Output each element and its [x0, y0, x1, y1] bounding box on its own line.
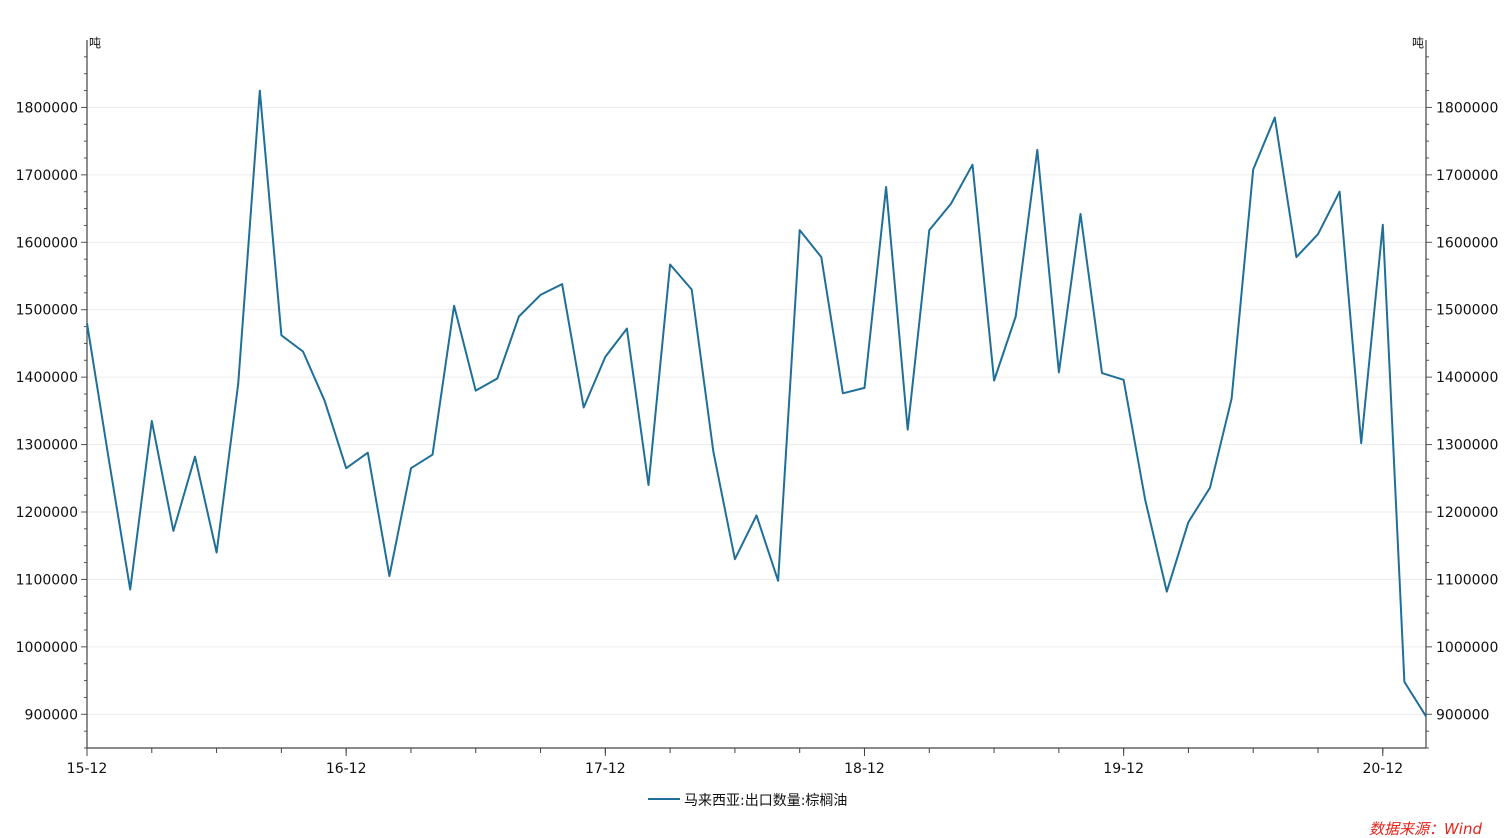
y-tick-label-right: 1500000	[1436, 303, 1498, 319]
right-y-unit: 吨	[1412, 36, 1424, 50]
y-tick-label-right: 900000	[1436, 707, 1489, 723]
y-tick-label-left: 1300000	[16, 438, 78, 454]
left-y-unit: 吨	[89, 36, 101, 50]
series-line-group	[86, 89, 1427, 717]
left-y-tick-labels: 900000 1000000 1100000 1200000 1300000 140000…	[16, 100, 78, 723]
x-tick-label: 18-12	[844, 761, 885, 777]
y-tick-label-right: 1100000	[1436, 572, 1498, 588]
y-tick-label-right: 1700000	[1436, 168, 1498, 184]
y-tick-label-right: 1200000	[1436, 505, 1498, 521]
x-tick-label: 15-12	[67, 761, 108, 777]
series-line	[86, 89, 1427, 717]
x-tick-label: 20-12	[1362, 761, 1403, 777]
x-tick-labels: 15-12 16-12 17-12 18-12 19-12 20-12	[67, 761, 1403, 777]
x-tick-label: 17-12	[585, 761, 626, 777]
y-tick-label-left: 1500000	[16, 303, 78, 319]
x-tick-label: 16-12	[326, 761, 367, 777]
y-tick-label-right: 1000000	[1436, 640, 1498, 656]
y-tick-label-left: 1100000	[16, 572, 78, 588]
data-source: 数据来源：Wind	[1369, 820, 1483, 838]
y-tick-label-left: 1400000	[16, 370, 78, 386]
right-y-tick-labels: 900000 1000000 1100000 1200000 1300000 140000…	[1436, 100, 1498, 723]
y-tick-label-left: 1200000	[16, 505, 78, 521]
y-tick-label-left: 900000	[25, 707, 78, 723]
legend-label: 马来西亚:出口数量:棕榈油	[684, 793, 847, 809]
y-tick-label-right: 1600000	[1436, 235, 1498, 251]
axes	[81, 40, 1432, 756]
y-tick-label-left: 1600000	[16, 235, 78, 251]
grid-lines	[87, 106, 1426, 715]
y-tick-label-right: 1300000	[1436, 438, 1498, 454]
y-tick-label-right: 1800000	[1436, 100, 1498, 116]
y-tick-label-left: 1700000	[16, 168, 78, 184]
y-tick-label-right: 1400000	[1436, 370, 1498, 386]
x-tick-label: 19-12	[1103, 761, 1144, 777]
legend: 马来西亚:出口数量:棕榈油	[648, 793, 847, 809]
y-tick-label-left: 1000000	[16, 640, 78, 656]
y-tick-label-left: 1800000	[16, 100, 78, 116]
